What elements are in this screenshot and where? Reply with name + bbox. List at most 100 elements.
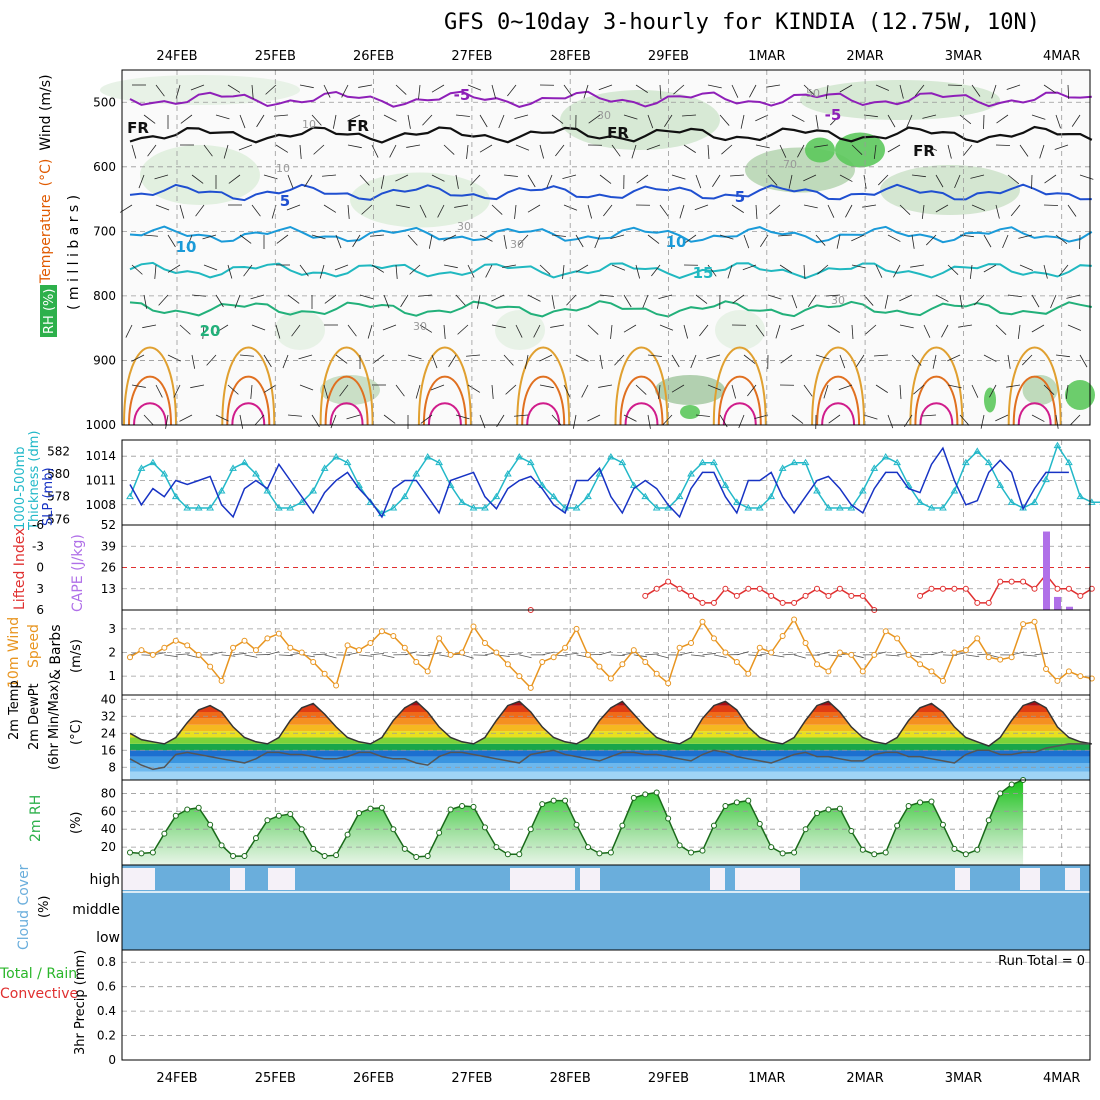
wind-barb xyxy=(470,174,481,186)
isotherm-FR xyxy=(129,125,1093,144)
lifted-index-series-point xyxy=(791,599,798,606)
wind-barb xyxy=(415,384,421,399)
temp-band-6 xyxy=(130,731,1090,738)
wind-barb xyxy=(563,84,573,97)
wind-barb xyxy=(851,234,865,242)
surface-isotherm-5-0 xyxy=(614,346,669,426)
wind-barb xyxy=(1055,414,1059,429)
wind-10m-barb xyxy=(301,654,315,658)
rh2m-series-point xyxy=(745,797,752,804)
thickness-series-point xyxy=(607,453,615,460)
temp-ylabel-3: (°C) xyxy=(69,719,84,745)
wind-barb xyxy=(887,414,894,429)
lifted-index-series-point xyxy=(1088,585,1095,592)
y-tick-slp: 1014 xyxy=(85,449,116,463)
rh2m-series-point xyxy=(619,822,626,829)
wind-barb xyxy=(1058,264,1069,277)
wind10m-series-point xyxy=(848,651,855,658)
rh2m-series-point xyxy=(275,812,282,819)
wind-barb xyxy=(371,264,385,273)
wind-barb xyxy=(395,264,398,279)
y-tick-label-pressure: 500 xyxy=(93,95,116,109)
wind-barb xyxy=(431,84,445,93)
wind10m-series-point xyxy=(333,682,340,689)
wind-barb xyxy=(282,354,289,369)
wind-barb xyxy=(887,114,896,128)
rh-shade-16 xyxy=(800,80,1000,120)
wind-barb xyxy=(431,174,445,182)
surface-isotherm-9-0 xyxy=(1007,346,1062,426)
wind-barb xyxy=(299,384,314,391)
rh2m-series-point xyxy=(481,824,488,831)
wind-barb xyxy=(409,264,421,275)
rh2m-series-point xyxy=(688,849,695,856)
thickness-series-point xyxy=(813,487,821,494)
thickness-series-point xyxy=(629,481,638,488)
wind10m-series-point xyxy=(779,632,786,639)
thickness-series-point xyxy=(652,504,661,511)
wind-barb xyxy=(418,84,421,99)
surface-isotherm-3-0 xyxy=(417,346,472,426)
rh2m-series-point xyxy=(814,810,820,817)
wind-barb xyxy=(358,84,373,88)
rh2m-series-point xyxy=(905,802,912,809)
chart-title: GFS 0~10day 3-hourly for KINDIA (12.75W,… xyxy=(444,10,1041,35)
wind-barb xyxy=(238,144,253,151)
lifted-index-series-point xyxy=(1077,592,1084,599)
wind-barb xyxy=(1079,354,1088,368)
wind-barb xyxy=(234,294,241,309)
wind10m-series-point xyxy=(642,658,649,665)
wind-barb xyxy=(614,354,625,366)
wind-barb xyxy=(191,294,206,297)
wind-barb xyxy=(995,324,1007,336)
surface-isotherm-5-1 xyxy=(619,375,664,426)
rh2m-series-point xyxy=(252,835,259,842)
wind-barb xyxy=(575,234,584,248)
wind-barb xyxy=(1043,84,1056,94)
wind-barb xyxy=(539,264,551,275)
wind-barb xyxy=(1067,84,1070,100)
lifted-index-series-point xyxy=(688,592,695,599)
surface-isotherm-7-0 xyxy=(811,346,866,426)
wind-barb xyxy=(875,84,890,91)
wind-10m-barb xyxy=(782,653,797,656)
wind-barb xyxy=(1055,114,1061,129)
surface-isotherm-6-1 xyxy=(717,375,762,426)
lifted-index-series-point xyxy=(951,585,958,592)
lifted-index-series-point xyxy=(848,592,855,599)
wind-barb xyxy=(422,114,433,126)
y-tick-cape: 52 xyxy=(101,518,116,532)
wind10m-series-point xyxy=(665,680,672,687)
cloud-clear-0 xyxy=(122,868,155,890)
y-tick-precip: 0.2 xyxy=(97,1029,116,1043)
wind-barb xyxy=(1079,174,1094,180)
thickness-series-point xyxy=(744,504,753,511)
lifted-index-series-point xyxy=(928,585,935,592)
rh2m-series-point xyxy=(184,806,191,813)
wind-barb xyxy=(527,294,541,302)
thickness-series-point xyxy=(171,492,180,500)
wind-barb xyxy=(779,144,787,158)
rh2m-series-point xyxy=(733,799,740,806)
wind-barb xyxy=(874,354,889,357)
wind10m-series-point xyxy=(722,649,729,656)
wind-barb xyxy=(851,264,866,269)
lifted-index-series-point xyxy=(699,599,706,606)
wind-10m-barb xyxy=(931,651,944,656)
wind-barb xyxy=(367,324,373,339)
y-tick-precip: 0.4 xyxy=(97,1004,116,1018)
wind-barb xyxy=(664,114,673,127)
thickness-series-point xyxy=(320,464,329,471)
surface-isotherm-4-1 xyxy=(521,375,566,426)
wind-barb xyxy=(443,264,458,269)
wind-barb xyxy=(755,114,769,122)
wind-barb xyxy=(175,84,181,99)
lifted-index-series-point xyxy=(974,599,981,606)
wind10m-series-point xyxy=(825,668,832,675)
temp-band-2 xyxy=(130,756,1090,763)
wind-barb xyxy=(347,324,357,337)
wind-barb xyxy=(420,414,433,424)
wind10m-series-point xyxy=(310,658,317,665)
rh2m-series-point xyxy=(310,845,317,852)
wind-barb xyxy=(563,384,571,398)
